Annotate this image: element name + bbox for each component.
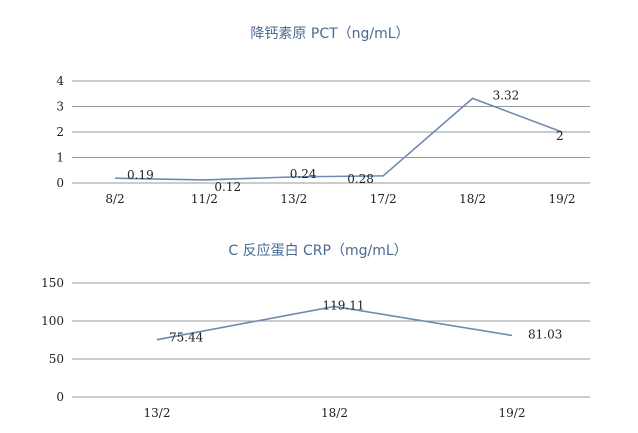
pct-x-tick-label: 18/2	[459, 192, 486, 206]
pct-x-tick-label: 13/2	[280, 192, 307, 206]
pct-data-label: 0.24	[290, 167, 317, 181]
pct-x-tick-label: 11/2	[191, 192, 218, 206]
crp-y-tick-label: 50	[49, 352, 64, 366]
crp-y-ticks: 0 50 100 150	[41, 276, 64, 404]
crp-data-labels: 75.44 119.11 81.03	[169, 298, 562, 344]
pct-y-tick-label: 3	[56, 100, 64, 114]
pct-chart: 降钙素原 PCT（ng/mL） 0 1 2 3 4 8/2 11/2 13/2 17/2 18/…	[56, 26, 590, 206]
crp-x-tick-label: 13/2	[144, 406, 171, 420]
pct-y-tick-label: 0	[56, 176, 64, 190]
crp-gridlines	[72, 282, 590, 398]
crp-x-tick-label: 19/2	[499, 406, 526, 420]
pct-y-tick-label: 4	[56, 74, 64, 88]
crp-chart-title: C 反应蛋白 CRP（mg/mL）	[228, 242, 407, 259]
pct-x-ticks: 8/2 11/2 13/2 17/2 18/2 19/2	[105, 192, 575, 206]
pct-gridlines	[72, 80, 590, 184]
crp-data-label: 81.03	[528, 327, 562, 341]
pct-data-label: 0.19	[127, 168, 154, 182]
pct-data-label: 0.28	[347, 172, 374, 186]
pct-x-tick-label: 19/2	[549, 192, 576, 206]
crp-y-tick-label: 100	[41, 314, 64, 328]
crp-data-label: 75.44	[169, 331, 204, 345]
pct-y-ticks: 0 1 2 3 4	[56, 74, 64, 190]
pct-series-line	[114, 97, 563, 181]
crp-chart: C 反应蛋白 CRP（mg/mL） 0 50 100 150 13/2 18/2 19/2…	[41, 242, 590, 420]
pct-y-tick-label: 1	[56, 151, 64, 165]
crp-y-tick-label: 0	[56, 390, 64, 404]
crp-series-line	[156, 305, 513, 341]
pct-data-labels: 0.19 0.12 0.24 0.28 3.32 2	[127, 88, 564, 194]
pct-data-label: 2	[556, 129, 564, 143]
pct-chart-title: 降钙素原 PCT（ng/mL）	[250, 26, 409, 42]
pct-data-label: 0.12	[214, 180, 241, 194]
pct-y-tick-label: 2	[56, 125, 64, 139]
pct-data-label: 3.32	[493, 88, 520, 102]
pct-x-tick-label: 17/2	[370, 192, 397, 206]
crp-y-tick-label: 150	[41, 276, 64, 290]
crp-x-ticks: 13/2 18/2 19/2	[144, 406, 526, 420]
crp-x-tick-label: 18/2	[321, 406, 348, 420]
crp-data-label: 119.11	[323, 298, 365, 312]
pct-x-tick-label: 8/2	[105, 192, 124, 206]
